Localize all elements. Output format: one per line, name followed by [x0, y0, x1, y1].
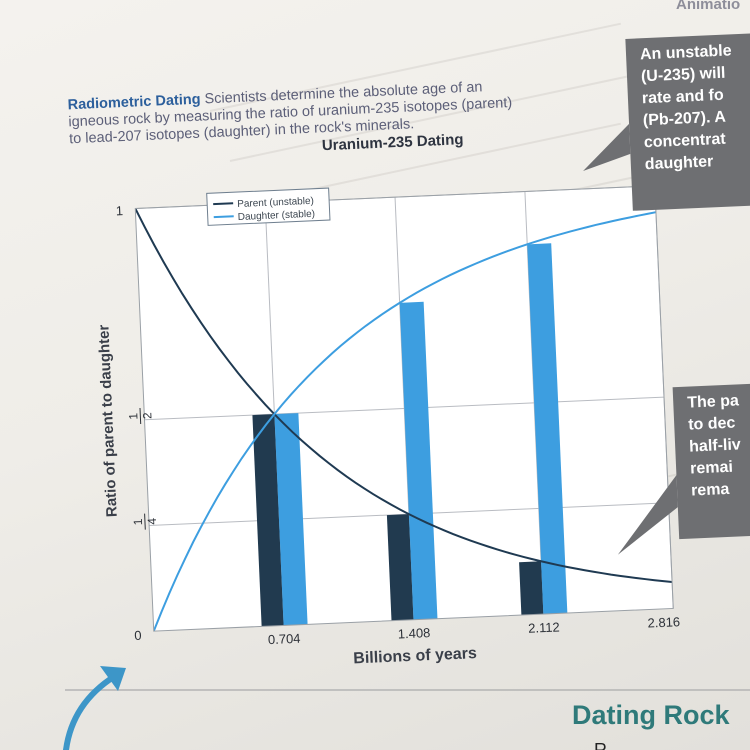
legend-daughter-label: Daughter (stable) — [238, 209, 316, 223]
section-heading: Dating Rock — [572, 700, 730, 730]
x-tick-label-2: 1.408 — [397, 625, 430, 641]
bar-parent-3 — [519, 561, 544, 616]
corner-tab-text: Animatio — [676, 0, 741, 13]
legend-parent-label: Parent (unstable) — [237, 196, 314, 210]
series-parent-line — [135, 208, 673, 584]
x-tick-label-1: 0.704 — [268, 631, 301, 647]
y-tick-denominator-2: 4 — [145, 517, 159, 525]
x-tick-label-4: 2.816 — [647, 614, 680, 630]
legend: Parent (unstable) Daughter (stable) — [206, 187, 331, 226]
bar-daughter-1 — [274, 413, 308, 626]
y-tick-label-1: 0 — [134, 628, 142, 643]
bar-daughter-3 — [527, 243, 568, 615]
plot-frame — [134, 185, 674, 632]
legend-parent-swatch — [213, 202, 234, 206]
y-tick-fraction-bar-2 — [144, 513, 146, 530]
y-tick-numerator-2: 1 — [131, 518, 145, 526]
body-text-fragment: R — [594, 740, 607, 750]
bar-parent-2 — [386, 514, 414, 621]
chart-title: Uranium-235 Dating — [322, 131, 464, 154]
callout-top-pointer — [583, 123, 631, 171]
y-tick-label-4: 1 — [115, 203, 123, 218]
arrow-head-icon — [100, 666, 126, 691]
turn-page-arrow-icon — [63, 673, 118, 750]
bar-daughter-2 — [399, 301, 438, 620]
y-tick-fraction-bar-3 — [139, 407, 142, 425]
series-daughter-line — [152, 211, 657, 632]
x-axis-title: Billions of years — [353, 645, 477, 667]
x-tick-label-3: 2.112 — [528, 619, 560, 635]
y-tick-numerator-3: 1 — [126, 412, 140, 420]
bar-parent-1 — [252, 414, 284, 627]
legend-box — [206, 187, 331, 226]
y-tick-denominator-3: 2 — [140, 412, 154, 420]
callout-bottom-pointer — [617, 475, 678, 555]
legend-daughter-swatch — [213, 215, 234, 219]
